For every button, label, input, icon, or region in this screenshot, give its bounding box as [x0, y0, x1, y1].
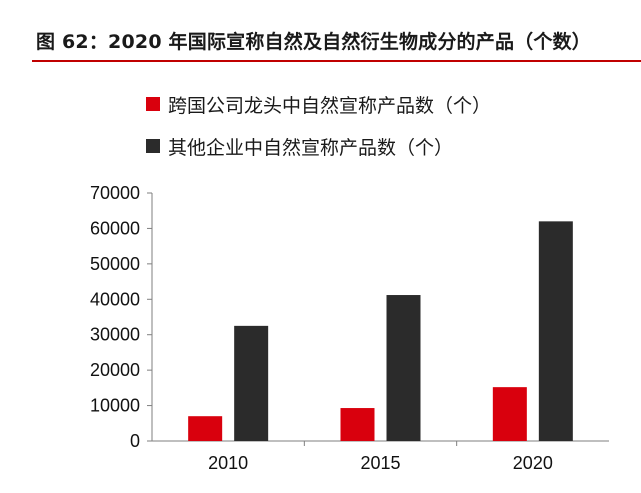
chart-tick-labels: 0 10000 20000 30000 40000 50000 60000 70000 2010…: [90, 183, 553, 473]
y-tick-label: 30000: [90, 325, 140, 345]
legend-item-series-1: 跨国公司龙头中自然宣称产品数（个）: [146, 88, 491, 120]
legend-swatch-series-2: [146, 139, 160, 153]
bar-series-2-2020: [538, 221, 573, 441]
y-tick-label: 40000: [90, 289, 140, 309]
y-tick-label: 0: [130, 431, 140, 451]
y-tick-label: 70000: [90, 183, 140, 203]
figure-title: 图 62：2020 年国际宣称自然及自然衍生物成分的产品（个数）: [36, 31, 591, 53]
bar-series-2-2010: [234, 325, 269, 441]
y-tick-label: 60000: [90, 218, 140, 238]
legend: 跨国公司龙头中自然宣称产品数（个） 其他企业中自然宣称产品数（个）: [146, 88, 491, 172]
bar-series-1-2015: [340, 408, 375, 441]
legend-label-series-2: 其他企业中自然宣称产品数（个）: [168, 136, 454, 159]
title-divider: [32, 60, 641, 62]
bar-series-2-2015: [386, 295, 421, 441]
bar-series-1-2010: [188, 416, 223, 441]
legend-label-series-1: 跨国公司龙头中自然宣称产品数（个）: [168, 94, 492, 117]
y-tick-label: 50000: [90, 254, 140, 274]
y-tick-label: 20000: [90, 360, 140, 380]
x-tick-label: 2015: [360, 453, 400, 473]
legend-swatch-series-1: [146, 97, 160, 111]
bar-series-1-2020: [492, 387, 527, 441]
x-tick-label: 2010: [208, 453, 248, 473]
chart-axes: [147, 192, 609, 446]
chart-bars: [188, 221, 573, 441]
y-tick-label: 10000: [90, 396, 140, 416]
x-tick-label: 2020: [513, 453, 553, 473]
legend-item-series-2: 其他企业中自然宣称产品数（个）: [146, 130, 491, 162]
